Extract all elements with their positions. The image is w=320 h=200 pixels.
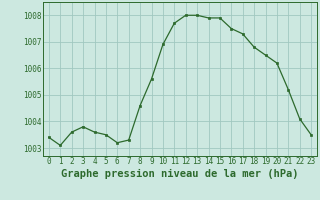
X-axis label: Graphe pression niveau de la mer (hPa): Graphe pression niveau de la mer (hPa) — [61, 169, 299, 179]
